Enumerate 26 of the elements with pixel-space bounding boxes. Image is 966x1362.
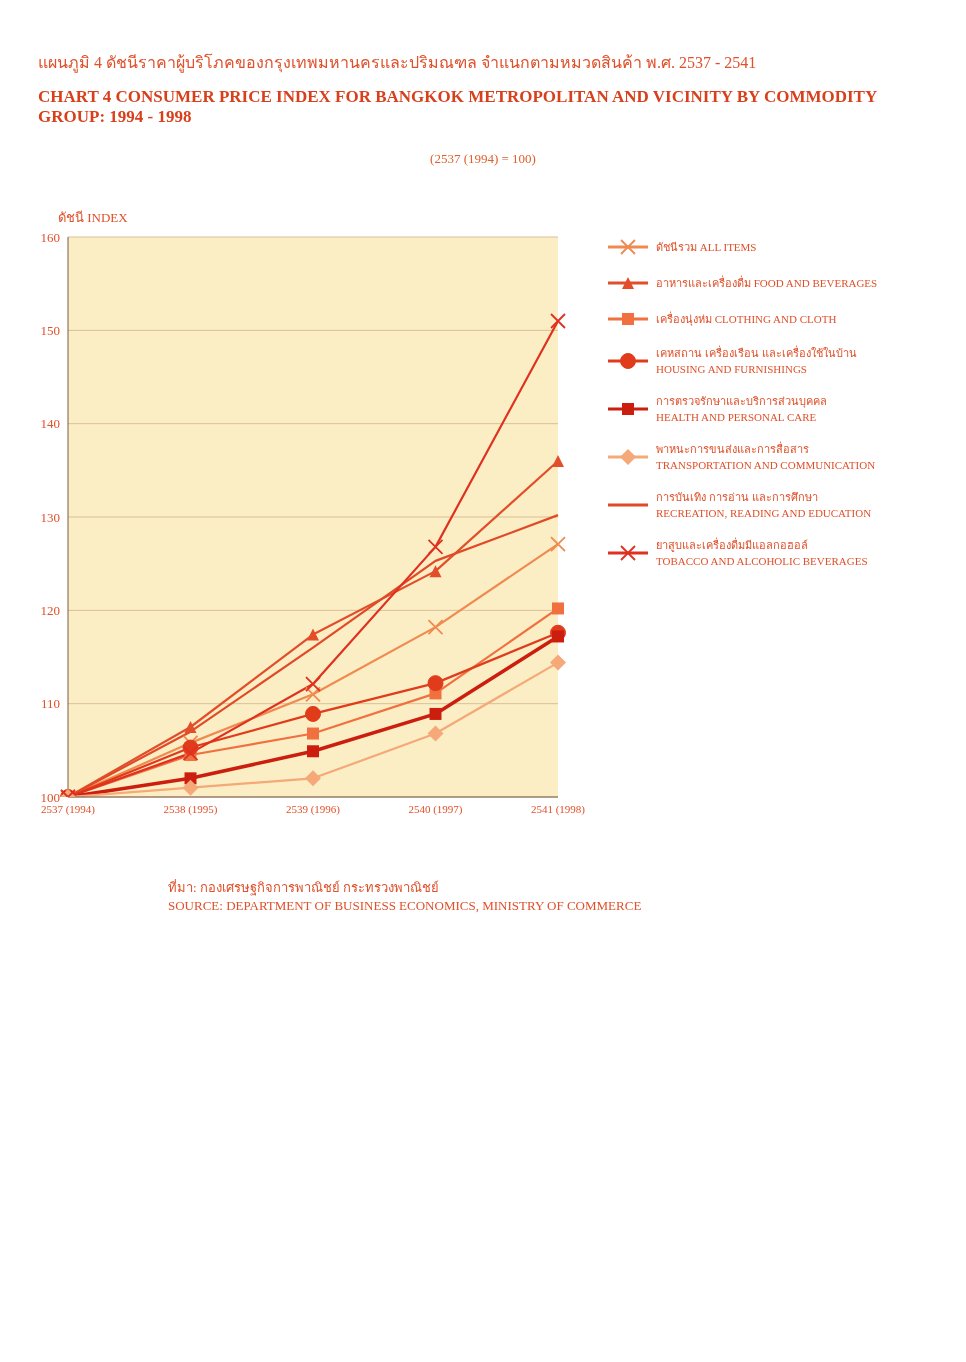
y-axis-title: ดัชนี INDEX xyxy=(58,209,129,227)
y-tick-label: 100 xyxy=(40,789,60,805)
y-tick-label: 110 xyxy=(40,696,60,712)
legend-label: เครื่องนุ่งห่ม CLOTHING AND CLOTH xyxy=(656,311,837,327)
legend-label: ดัชนีรวม ALL ITEMS xyxy=(656,240,757,255)
legend-label: พาหนะการขนส่งและการสื่อสาร TRANSPORTATION AND COMMUNICATION xyxy=(656,441,876,473)
x-tick-label: 2539 (1996) xyxy=(285,802,341,816)
legend-label: การตรวจรักษาและบริการส่วนบุคคล HEALTH AND PERSONAL CARE xyxy=(656,394,827,425)
y-tick-label: 120 xyxy=(40,602,60,618)
x-tick-label: 2540 (1997) xyxy=(408,802,463,816)
x-tick-label: 2538 (1995) xyxy=(163,802,218,816)
legend-label: อาหารและเครื่องดื่ม FOOD AND BEVERAGES xyxy=(656,275,878,291)
y-tick-label: 140 xyxy=(40,416,60,432)
legend-label: เคหสถาน เครื่องเรือน และเครื่องใช้ในบ้าน HOUSING AND FURNISHINGS xyxy=(656,345,857,377)
x-tick-label: 2541 (1998) xyxy=(530,802,586,816)
y-tick-label: 160 xyxy=(40,229,60,245)
chart-title: แผนภูมิ 4 ดัชนีราคาผู้บริโภคของกรุงเทพมหานครและปริมณฑล จำแนกตามหมวดสินค้า พ.ศ. 2537 - 2541 xyxy=(38,52,758,75)
x-tick-label: 2537 (1994) xyxy=(40,802,96,816)
chart-subtitle: CHART 4 CONSUMER PRICE INDEX FOR BANGKOK METROPOLITAN AND VICINITY BY COMMODITY GROUP: 1994 - 1998 xyxy=(38,87,878,127)
legend-label: การบันเทิง การอ่าน และการศึกษา RECREATION, READING AND EDUCATION xyxy=(656,490,872,521)
source-note: SOURCE: DEPARTMENT OF BUSINESS ECONOMICS, MINISTRY OF COMMERCE xyxy=(168,898,643,914)
text: (2537 (1994) = 100) xyxy=(429,151,537,167)
text: ที่มา: กองเศรษฐกิจการพาณิชย์ กระทรวงพาณิชย์ xyxy=(168,878,441,898)
y-tick-label: 150 xyxy=(40,322,60,338)
legend-label: ยาสูบและเครื่องดื่มมีแอลกอฮอล์ TOBACCO AND ALCOHOLIC BEVERAGES xyxy=(656,537,868,569)
y-tick-label: 130 xyxy=(40,509,60,525)
